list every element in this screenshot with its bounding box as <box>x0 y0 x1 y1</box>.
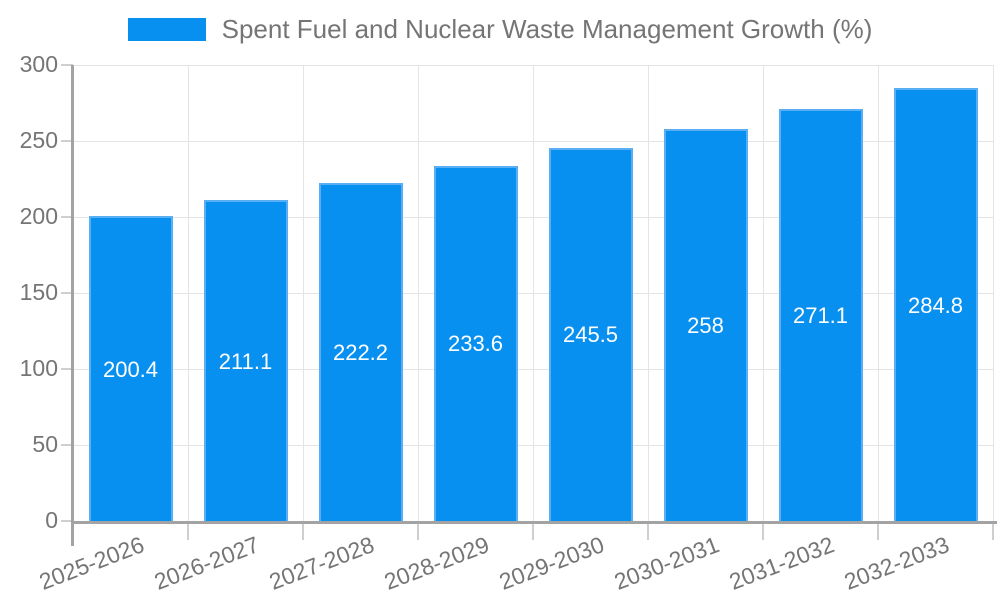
chart-legend: Spent Fuel and Nuclear Waste Management … <box>0 14 1000 45</box>
x-axis-tick <box>877 521 879 540</box>
x-axis-tick <box>187 521 189 540</box>
legend-item[interactable]: Spent Fuel and Nuclear Waste Management … <box>127 14 873 45</box>
y-axis-tick <box>61 140 73 142</box>
bar-value-label: 233.6 <box>447 331 504 357</box>
y-tick-label: 250 <box>19 127 58 153</box>
bar: 233.6 <box>433 165 518 521</box>
legend-swatch <box>127 18 206 41</box>
grid-line-vertical <box>878 65 879 521</box>
x-tick-label: 2031-2032 <box>725 531 838 595</box>
y-axis-tick <box>61 368 73 370</box>
x-axis-tick <box>302 521 304 540</box>
x-axis-tick <box>762 521 764 540</box>
x-axis-line <box>71 521 997 524</box>
x-tick-label: 2030-2031 <box>610 531 723 595</box>
legend-label: Spent Fuel and Nuclear Waste Management … <box>221 14 873 44</box>
bar-value-label: 271.1 <box>792 302 849 328</box>
x-tick-label: 2028-2029 <box>380 531 493 595</box>
y-tick-label: 0 <box>45 507 58 533</box>
y-tick-label: 200 <box>19 203 58 229</box>
x-axis-tick <box>417 521 419 540</box>
grid-line-vertical <box>533 65 534 521</box>
bar-value-label: 284.8 <box>907 292 964 318</box>
bar: 211.1 <box>203 200 288 521</box>
x-tick-label: 2032-2033 <box>840 531 953 595</box>
bar: 245.5 <box>548 147 633 521</box>
grid-line-vertical <box>993 65 994 521</box>
bar: 284.8 <box>893 88 978 521</box>
x-tick-label: 2027-2028 <box>265 531 378 595</box>
grid-line-vertical <box>188 65 189 521</box>
grid-line-vertical <box>418 65 419 521</box>
y-tick-label: 50 <box>32 431 58 457</box>
bar-value-label: 222.2 <box>332 340 389 366</box>
x-tick-label: 2026-2027 <box>150 531 263 595</box>
bar-value-label: 245.5 <box>562 322 619 348</box>
grid-line-vertical <box>303 65 304 521</box>
x-axis-tick <box>647 521 649 540</box>
x-tick-label: 2025-2026 <box>35 531 148 595</box>
y-tick-label: 100 <box>19 355 58 381</box>
bar: 222.2 <box>318 183 403 521</box>
grid-line-vertical <box>648 65 649 521</box>
grid-line-vertical <box>763 65 764 521</box>
bar-value-label: 258 <box>687 312 724 338</box>
bar: 200.4 <box>88 216 173 521</box>
y-axis-tick <box>61 292 73 294</box>
y-tick-label: 150 <box>19 279 58 305</box>
bar-value-label: 211.1 <box>218 348 273 374</box>
x-axis-tick <box>992 521 994 540</box>
y-axis-tick <box>61 520 73 522</box>
bar: 258 <box>663 128 748 521</box>
y-axis-tick <box>61 444 73 446</box>
bar: 271.1 <box>778 108 863 521</box>
bar-value-label: 200.4 <box>102 356 159 382</box>
x-axis-tick <box>532 521 534 540</box>
x-tick-label: 2029-2030 <box>495 531 608 595</box>
y-axis-tick <box>61 64 73 66</box>
y-axis-line <box>71 65 74 546</box>
y-axis-tick <box>61 216 73 218</box>
y-tick-label: 300 <box>19 51 58 77</box>
